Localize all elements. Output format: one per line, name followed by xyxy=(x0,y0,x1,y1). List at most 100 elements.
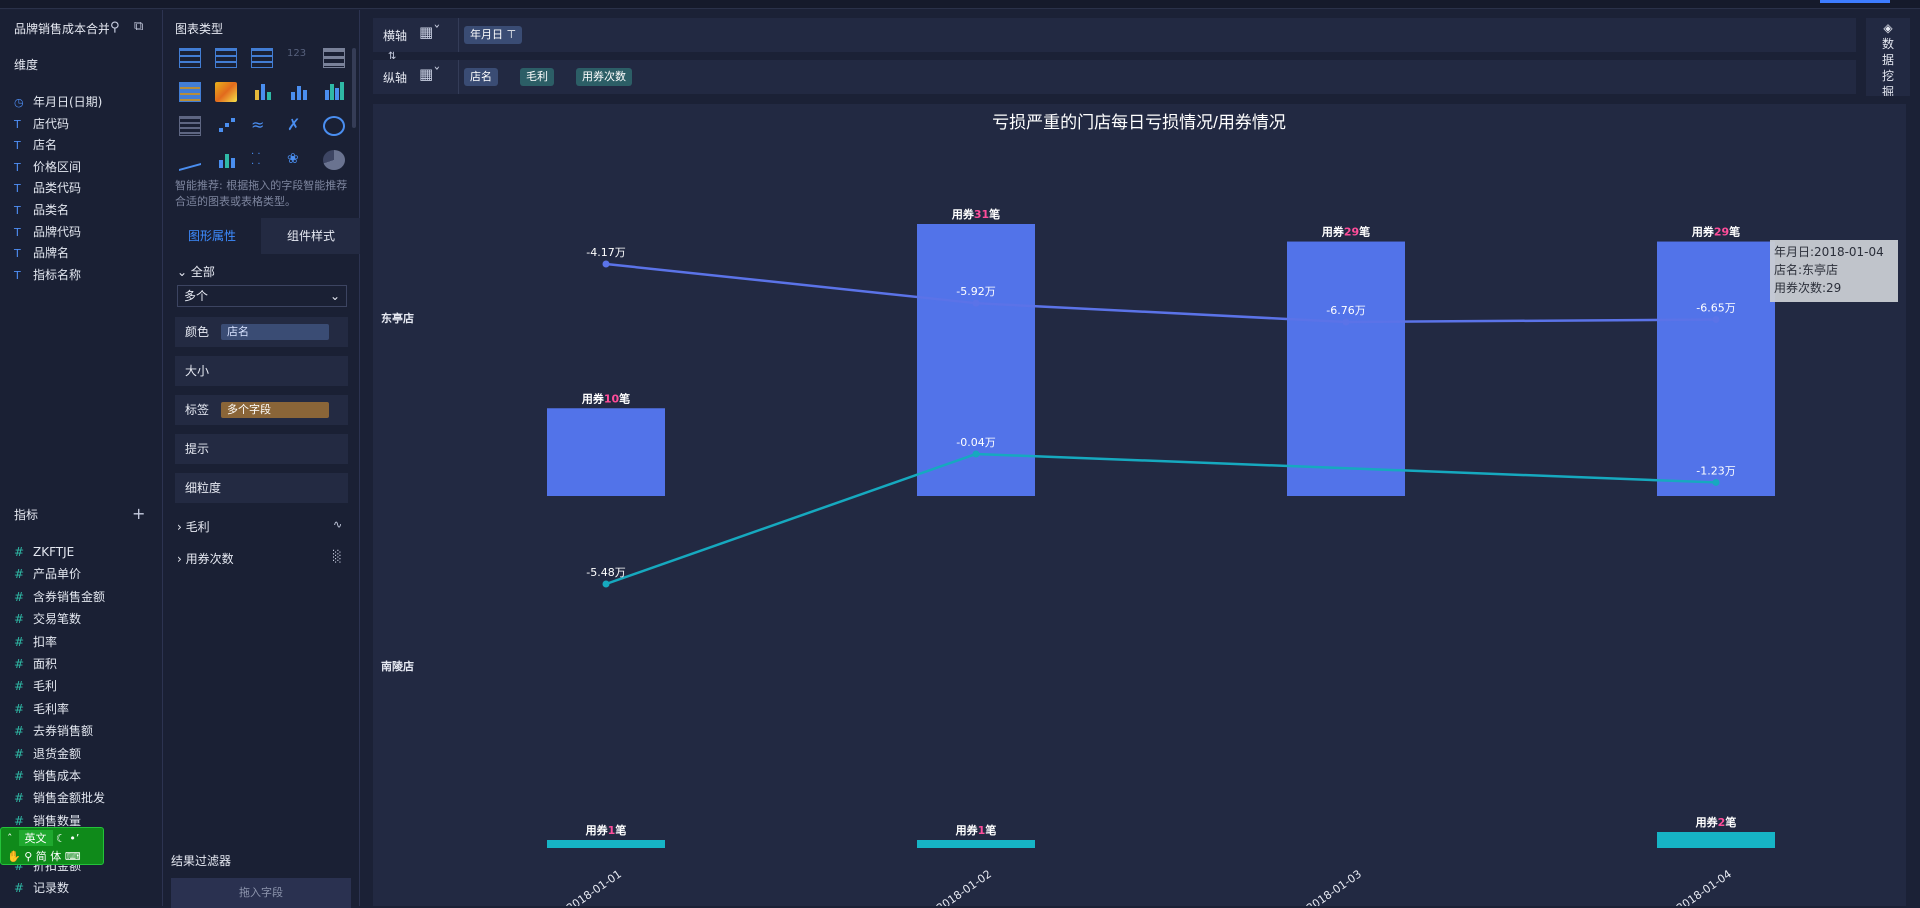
text-type-icon: T xyxy=(14,268,21,282)
stacked-bar-icon[interactable] xyxy=(251,82,273,102)
detail-table-icon[interactable] xyxy=(251,48,273,68)
line-series xyxy=(605,262,1717,324)
tooltip-property[interactable]: 提示 xyxy=(175,434,348,464)
step-icon[interactable] xyxy=(215,116,237,136)
crosstab-icon[interactable] xyxy=(215,48,237,68)
line-point xyxy=(602,580,610,588)
measure-field[interactable]: # 记录数 xyxy=(14,878,69,898)
measure-field[interactable]: # 销售金额批发 xyxy=(14,788,105,808)
x-tick-label: 2018-01-02 xyxy=(934,867,994,906)
measure-field[interactable]: # 销售数量 xyxy=(14,811,81,831)
table-icon[interactable] xyxy=(179,48,201,68)
line-chart-icon[interactable]: ∿ xyxy=(333,518,343,531)
range-icon[interactable] xyxy=(179,116,201,136)
copy-icon[interactable]: ⧉ xyxy=(134,19,144,34)
size-property[interactable]: 大小 xyxy=(175,356,348,386)
keyboard-icon[interactable]: ⌨ xyxy=(64,850,81,863)
number-type-icon: # xyxy=(14,657,25,671)
label-field-chip[interactable]: 多个字段 xyxy=(221,402,329,418)
tooltip-count: 用券次数:29 xyxy=(1774,280,1841,295)
ime-arrow-icon[interactable]: ˆ xyxy=(7,832,13,845)
number-type-icon: # xyxy=(14,791,25,806)
color-property[interactable]: 颜色 店名 xyxy=(175,317,348,347)
tab-component-style[interactable]: 组件样式 xyxy=(286,229,335,243)
search-icon[interactable]: ⚲ xyxy=(110,20,120,35)
dimension-field[interactable]: T 品类名 xyxy=(14,200,69,220)
add-measure-icon[interactable]: + xyxy=(132,504,146,523)
text-type-icon: T xyxy=(14,117,21,131)
measure-field[interactable]: # ZKFTJE xyxy=(14,542,74,562)
dimension-field[interactable]: T 品类代码 xyxy=(14,178,81,198)
dimension-field[interactable]: T 店代码 xyxy=(14,114,69,134)
measure-field[interactable]: # 去券销售额 xyxy=(14,721,93,741)
ime-toolbar[interactable]: ˆ 英文 ☾ •’ ✋ ⚲ 简 体 ⌨ xyxy=(0,827,104,865)
measure-field[interactable]: # 扣率 xyxy=(14,632,57,652)
measure-field[interactable]: # 毛利 xyxy=(14,676,57,696)
chart-switch-icon[interactable]: ▦ˇ xyxy=(419,23,441,41)
measure-field[interactable]: # 毛利率 xyxy=(14,699,69,719)
hand-icon[interactable]: ✋ xyxy=(7,850,21,863)
size-label: 大小 xyxy=(185,364,210,378)
measure-field[interactable]: # 销售成本 xyxy=(14,766,81,786)
dimension-field[interactable]: ◷ 年月日(日期) xyxy=(14,92,102,112)
x-axis-shelf[interactable]: 横轴 ▦ˇ 年月日 ⊤ xyxy=(373,18,1856,52)
chart-type-scrollbar[interactable] xyxy=(352,48,356,128)
measure-section-coupon[interactable]: › 用券次数 xyxy=(177,550,234,567)
result-filter-title: 结果过滤器 xyxy=(171,854,232,868)
area-icon[interactable] xyxy=(179,155,201,171)
wave-icon[interactable]: ≈ xyxy=(251,115,265,134)
all-section[interactable]: ⌄ 全部 xyxy=(177,263,215,280)
bar-icon[interactable] xyxy=(287,82,309,102)
chart-switch-icon[interactable]: ▦ˇ xyxy=(419,65,441,83)
measure-field[interactable]: # 面积 xyxy=(14,654,57,674)
bar-chart-icon[interactable]: ░ xyxy=(333,550,342,563)
dimension-field[interactable]: T 品牌代码 xyxy=(14,222,81,242)
heatmap-icon[interactable] xyxy=(215,82,237,102)
list-icon[interactable] xyxy=(323,48,345,68)
tab-graphic-attributes[interactable]: 图形属性 xyxy=(163,218,261,254)
dimension-field[interactable]: T 店名 xyxy=(14,135,57,155)
line-label: -5.92万 xyxy=(956,285,995,298)
cross-line-icon[interactable]: ✗ xyxy=(287,115,301,134)
measure-field[interactable]: # 产品单价 xyxy=(14,564,81,584)
axis-divider xyxy=(458,18,459,52)
bubble-icon[interactable]: ❀ xyxy=(287,151,299,167)
field-label: 品牌代码 xyxy=(33,224,82,239)
measure-field[interactable]: # 交易笔数 xyxy=(14,609,81,629)
ime-mode[interactable]: 简 体 xyxy=(35,850,62,863)
granularity-property[interactable]: 细粒度 xyxy=(175,473,348,503)
ime-search-icon[interactable]: ⚲ xyxy=(24,850,33,863)
moon-icon[interactable]: ☾ xyxy=(56,832,66,845)
x-field-pill[interactable]: 年月日 ⊤ xyxy=(464,26,523,44)
y-field-pill[interactable]: 用券次数 xyxy=(576,68,632,86)
group-table-icon[interactable] xyxy=(179,82,201,102)
data-mining-button[interactable]: ◈ 数据挖掘 xyxy=(1866,18,1910,96)
y-field-pill[interactable]: 店名 xyxy=(464,68,498,86)
multi-bar-icon[interactable] xyxy=(323,82,345,102)
kpi-icon[interactable]: 123 xyxy=(287,48,307,59)
swap-axes-icon[interactable]: ⇅ xyxy=(388,51,397,62)
y-field-pill[interactable]: 毛利 xyxy=(520,68,554,86)
y-axis-label: 纵轴 xyxy=(383,71,408,85)
mark-type-select[interactable]: 多个 ⌄ xyxy=(177,285,347,307)
combo-icon[interactable] xyxy=(215,150,237,170)
y-axis-shelf[interactable]: 纵轴 ▦ˇ 店名 毛利 用券次数 xyxy=(373,60,1856,94)
tooltip-store: 店名:东亭店 xyxy=(1774,262,1838,277)
bar xyxy=(917,840,1035,848)
measure-section-profit[interactable]: › 毛利 xyxy=(177,518,210,535)
measure-field[interactable]: # 含券销售金额 xyxy=(14,587,105,607)
chart-title: 亏损严重的门店每日亏损情况/用券情况 xyxy=(992,113,1286,132)
pie-icon[interactable] xyxy=(323,150,345,170)
radar-icon[interactable] xyxy=(323,116,345,136)
scatter-icon[interactable]: · · · · xyxy=(251,149,261,170)
label-property[interactable]: 标签 多个字段 xyxy=(175,395,348,425)
filter-drop-zone[interactable]: 拖入字段 xyxy=(171,878,351,908)
dimension-field[interactable]: T 价格区间 xyxy=(14,157,81,177)
ime-lang[interactable]: 英文 xyxy=(18,830,53,846)
line-series xyxy=(605,452,1717,586)
dimension-field[interactable]: T 品牌名 xyxy=(14,243,69,263)
punct-icon[interactable]: •’ xyxy=(69,832,80,845)
dimension-field[interactable]: T 指标名称 xyxy=(14,265,81,285)
measure-field[interactable]: # 退货金额 xyxy=(14,744,81,764)
color-field-chip[interactable]: 店名 xyxy=(221,324,329,340)
